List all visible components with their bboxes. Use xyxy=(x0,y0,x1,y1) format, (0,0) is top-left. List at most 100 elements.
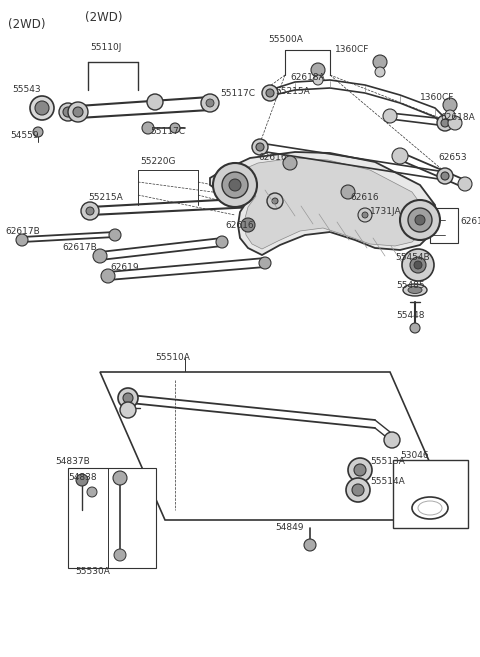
Circle shape xyxy=(256,143,264,151)
Circle shape xyxy=(402,249,434,281)
Circle shape xyxy=(87,487,97,497)
Text: 62618A: 62618A xyxy=(290,74,325,83)
Circle shape xyxy=(81,202,99,220)
Circle shape xyxy=(147,94,163,110)
Circle shape xyxy=(170,123,180,133)
Circle shape xyxy=(266,89,274,97)
Circle shape xyxy=(229,179,241,191)
Circle shape xyxy=(283,156,297,170)
Circle shape xyxy=(206,99,214,107)
Circle shape xyxy=(400,200,440,240)
Circle shape xyxy=(437,168,453,184)
Circle shape xyxy=(101,269,115,283)
Circle shape xyxy=(458,177,472,191)
Text: 55485: 55485 xyxy=(396,281,425,290)
Circle shape xyxy=(120,402,136,418)
Text: 55117C: 55117C xyxy=(220,89,255,99)
Circle shape xyxy=(373,55,387,69)
Text: 1360CF: 1360CF xyxy=(335,45,370,55)
Text: 54838: 54838 xyxy=(68,474,96,482)
Circle shape xyxy=(68,102,88,122)
Text: 55215A: 55215A xyxy=(88,194,123,202)
Circle shape xyxy=(437,115,453,131)
Text: 55220G: 55220G xyxy=(140,158,176,166)
Circle shape xyxy=(362,212,368,218)
Circle shape xyxy=(410,323,420,333)
Ellipse shape xyxy=(403,284,427,296)
Text: 62616: 62616 xyxy=(225,221,253,229)
Text: 1360CF: 1360CF xyxy=(420,93,455,102)
Text: 55117C: 55117C xyxy=(150,127,185,137)
Circle shape xyxy=(441,172,449,180)
Circle shape xyxy=(252,139,268,155)
Ellipse shape xyxy=(408,286,422,294)
Circle shape xyxy=(35,101,49,115)
Text: 55513A: 55513A xyxy=(370,457,405,466)
Polygon shape xyxy=(210,152,435,255)
Circle shape xyxy=(443,98,457,112)
Circle shape xyxy=(63,107,73,117)
Text: 62617B: 62617B xyxy=(5,227,40,237)
Circle shape xyxy=(346,478,370,502)
Circle shape xyxy=(354,464,366,476)
Text: 55215A: 55215A xyxy=(275,87,310,97)
Circle shape xyxy=(73,107,83,117)
Bar xyxy=(68,468,156,568)
Text: 62619: 62619 xyxy=(110,263,139,273)
Circle shape xyxy=(213,163,257,207)
Circle shape xyxy=(114,549,126,561)
Circle shape xyxy=(59,103,77,121)
Circle shape xyxy=(76,474,88,486)
Circle shape xyxy=(448,116,462,130)
Text: (2WD): (2WD) xyxy=(8,18,46,31)
Circle shape xyxy=(216,236,228,248)
Circle shape xyxy=(311,63,325,77)
Circle shape xyxy=(383,109,397,123)
Circle shape xyxy=(392,148,408,164)
Text: 55448: 55448 xyxy=(396,311,424,319)
Text: 62616: 62616 xyxy=(350,194,379,202)
Circle shape xyxy=(16,234,28,246)
Circle shape xyxy=(86,207,94,215)
Text: 54849: 54849 xyxy=(275,524,303,533)
Text: 55530A: 55530A xyxy=(75,568,110,576)
Circle shape xyxy=(358,208,372,222)
Circle shape xyxy=(109,229,121,241)
Circle shape xyxy=(123,393,133,403)
Circle shape xyxy=(414,261,422,269)
Circle shape xyxy=(348,458,372,482)
Circle shape xyxy=(304,539,316,551)
Bar xyxy=(393,460,468,528)
Circle shape xyxy=(445,110,455,120)
Text: 1731JA: 1731JA xyxy=(370,208,402,217)
Text: 62616: 62616 xyxy=(258,154,287,162)
Circle shape xyxy=(352,484,364,496)
Circle shape xyxy=(272,198,278,204)
Circle shape xyxy=(118,388,138,408)
Text: 62610: 62610 xyxy=(460,217,480,227)
Bar xyxy=(430,208,458,243)
Circle shape xyxy=(313,75,323,85)
Circle shape xyxy=(113,471,127,485)
Circle shape xyxy=(222,172,248,198)
Polygon shape xyxy=(220,158,425,249)
Circle shape xyxy=(408,208,432,232)
Text: 55510A: 55510A xyxy=(155,353,190,363)
Circle shape xyxy=(93,249,107,263)
Circle shape xyxy=(259,257,271,269)
Circle shape xyxy=(375,67,385,77)
Polygon shape xyxy=(100,372,455,520)
Text: 62617B: 62617B xyxy=(62,244,97,252)
Circle shape xyxy=(142,122,154,134)
Text: 55454B: 55454B xyxy=(395,254,430,263)
Text: 53046: 53046 xyxy=(400,451,429,459)
Ellipse shape xyxy=(418,501,442,515)
Text: 54559: 54559 xyxy=(10,131,38,139)
Circle shape xyxy=(30,96,54,120)
Text: 62653: 62653 xyxy=(438,154,467,162)
Circle shape xyxy=(262,85,278,101)
Circle shape xyxy=(267,193,283,209)
Circle shape xyxy=(341,185,355,199)
Circle shape xyxy=(33,127,43,137)
Circle shape xyxy=(410,257,426,273)
